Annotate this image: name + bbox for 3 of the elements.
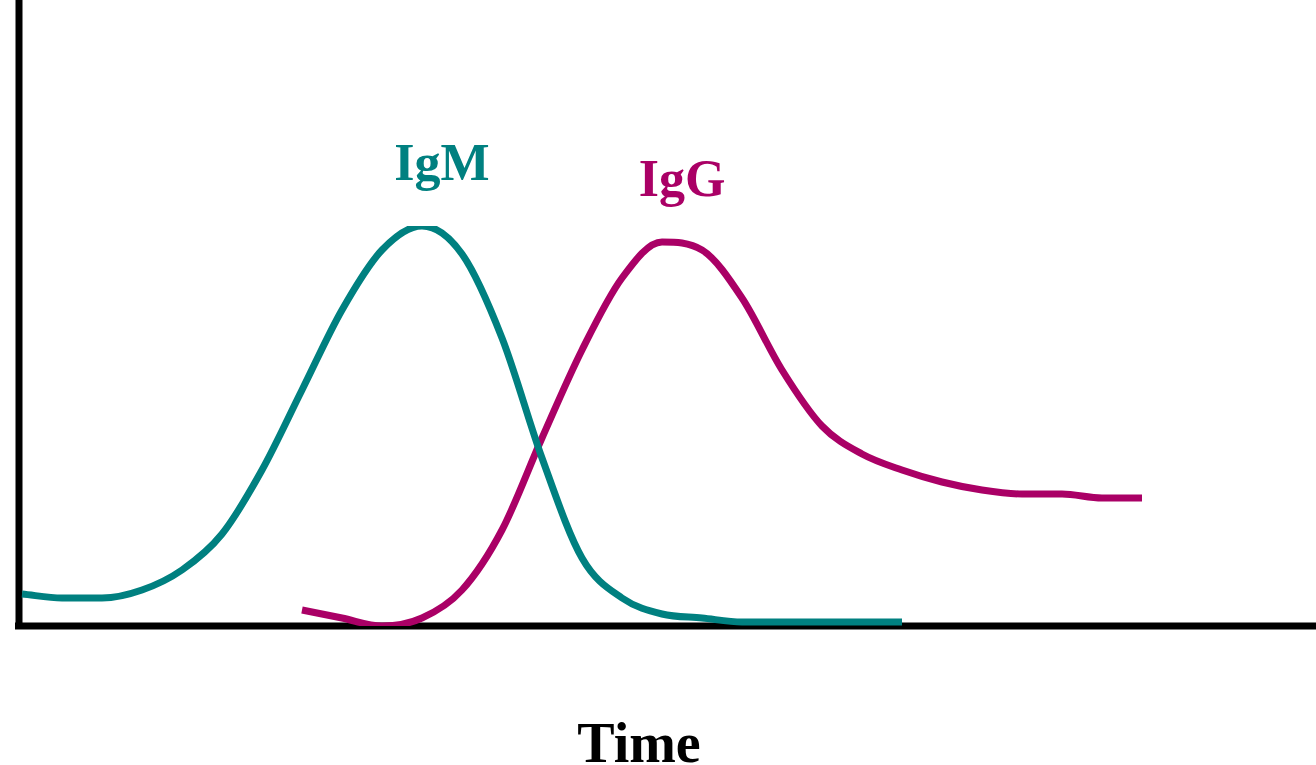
series-label: IgM <box>394 134 490 191</box>
x-axis-title: Time <box>577 712 701 765</box>
series-label: IgG <box>638 150 726 207</box>
